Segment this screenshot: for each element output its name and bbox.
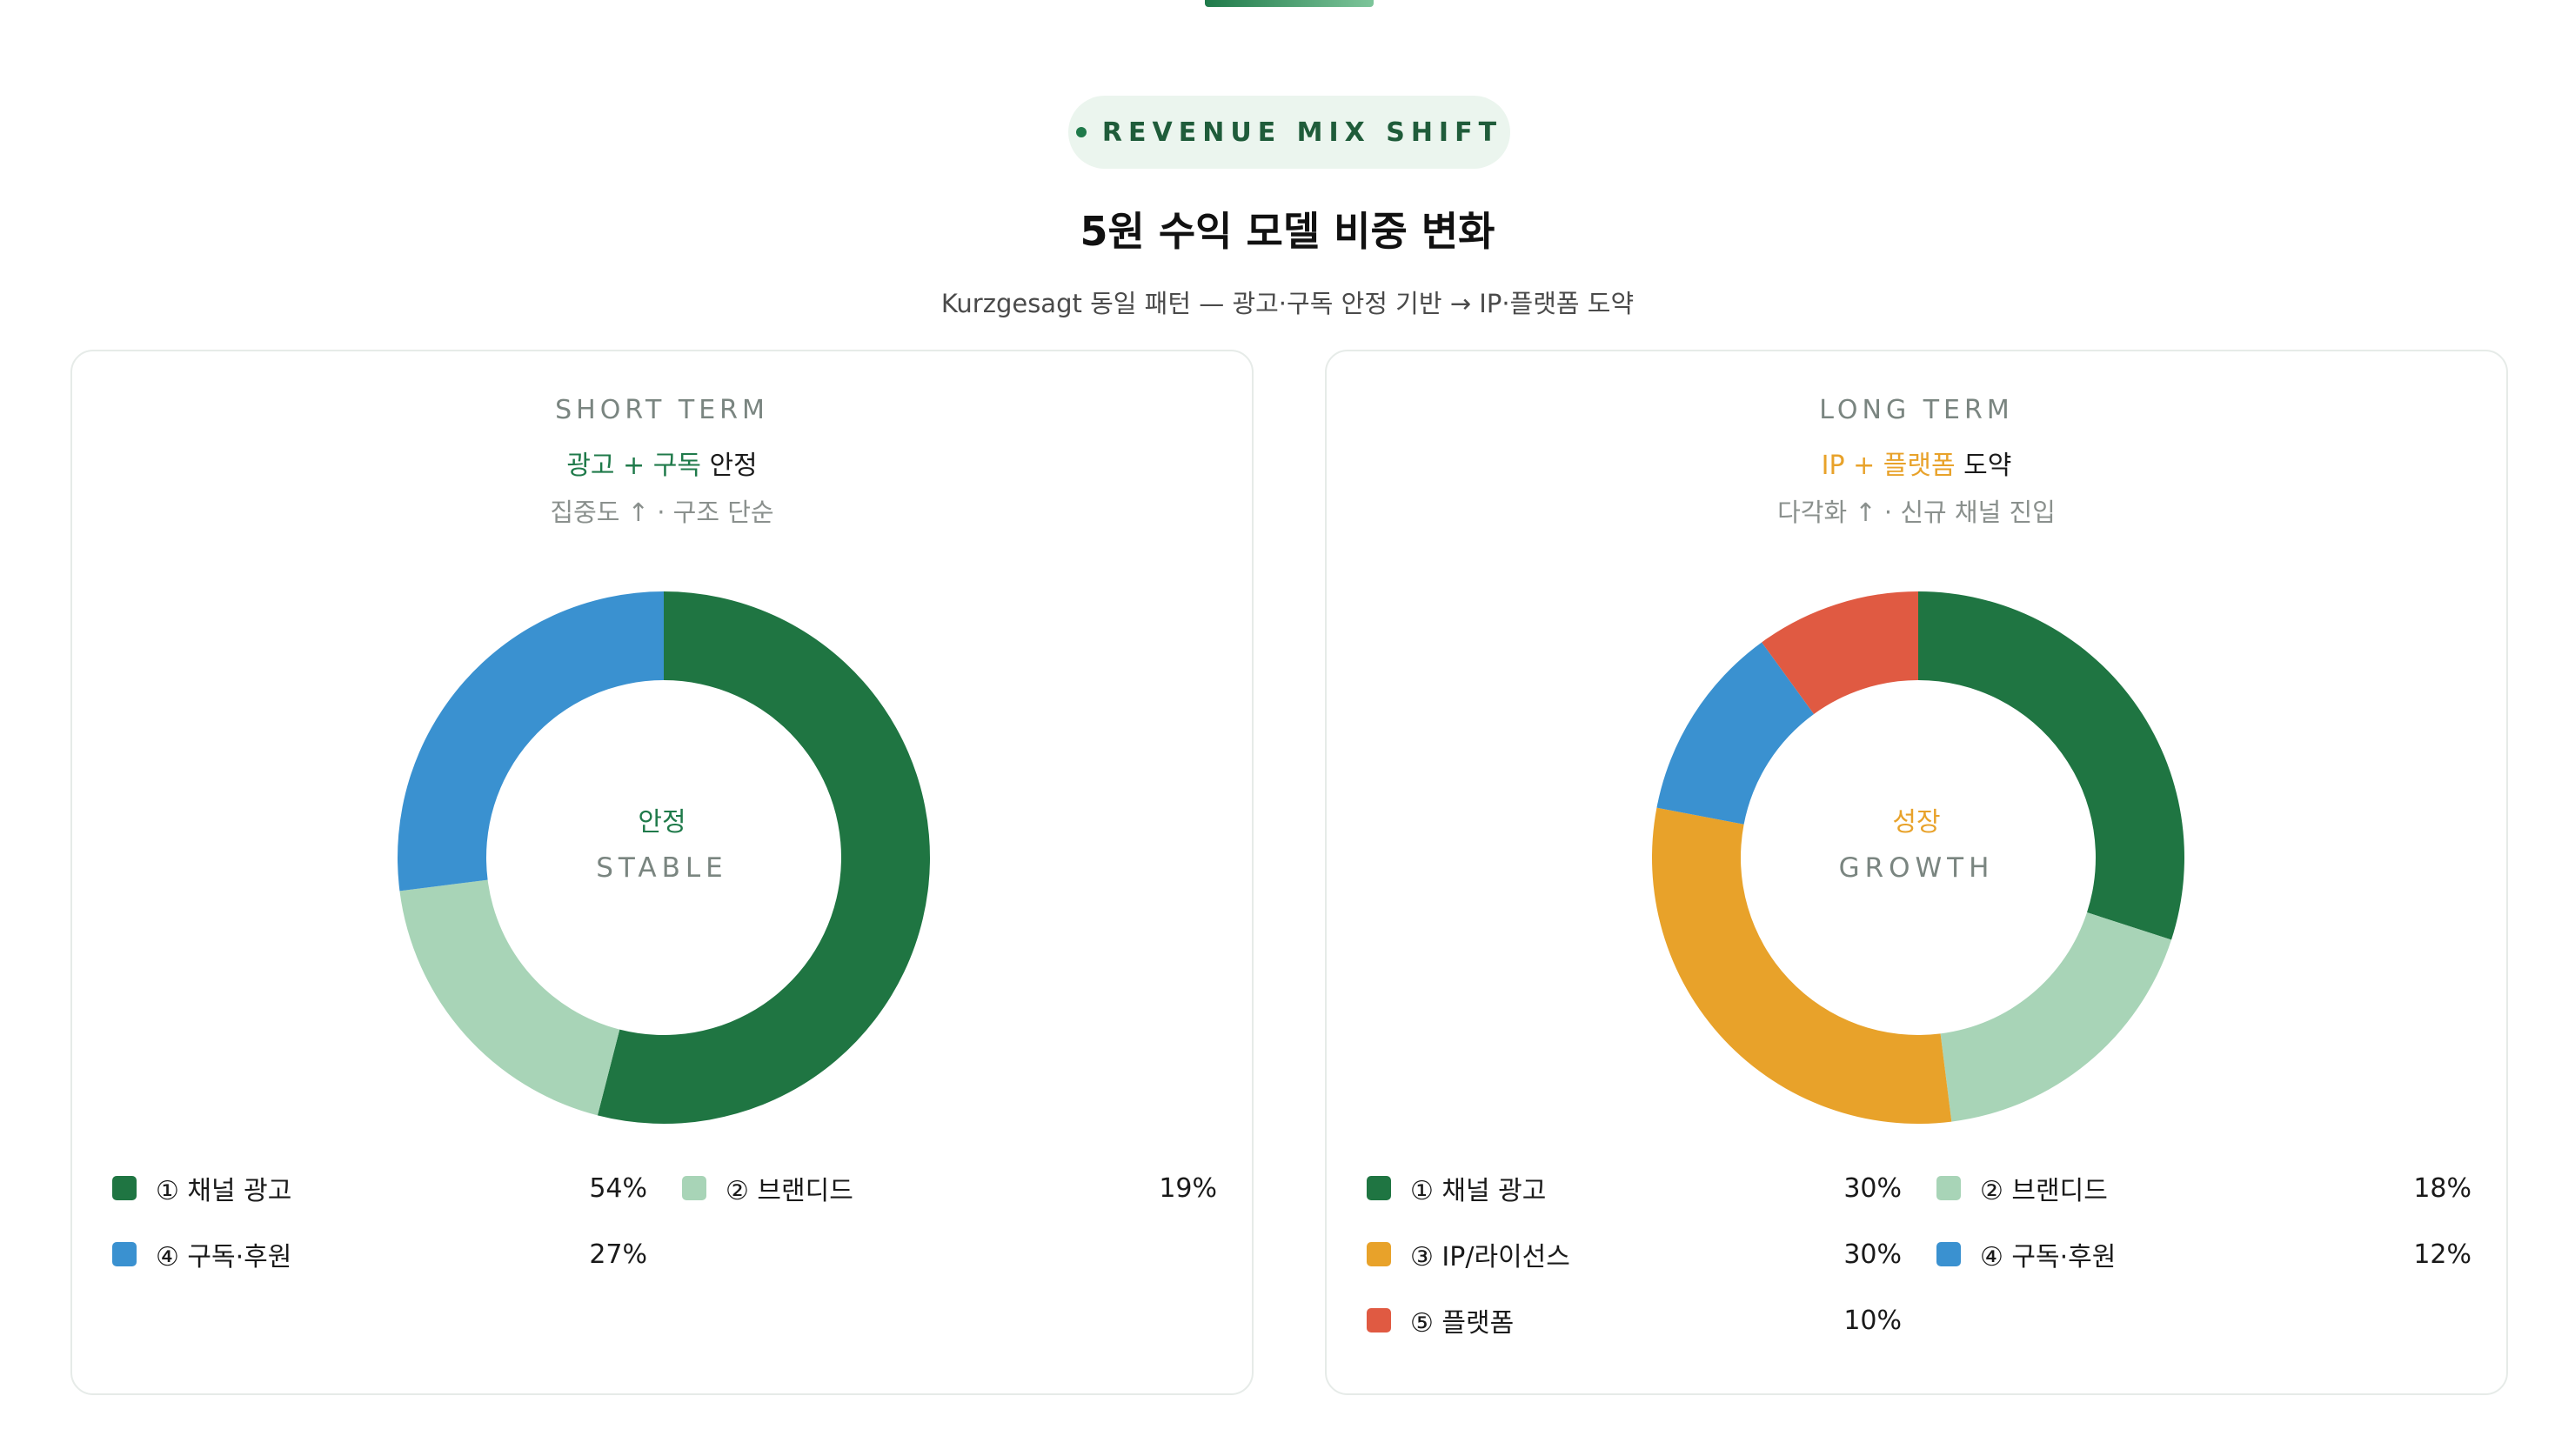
section-badge: REVENUE MIX SHIFT	[1068, 96, 1510, 169]
legend-item: ③ IP/라이선스 30%	[1367, 1235, 1902, 1273]
headline-accent: IP + 플랫폼	[1821, 451, 1956, 481]
card-term-label: LONG TERM	[1819, 395, 2014, 425]
legend-value: 19%	[1159, 1172, 1217, 1204]
card-note: 다각화 ↑ · 신규 채널 진입	[1777, 498, 2056, 527]
badge-dot-icon	[1075, 127, 1087, 137]
card-term-label: SHORT TERM	[555, 395, 769, 425]
legend-label: ④ 구독·후원	[1980, 1242, 2117, 1272]
legend-short-term: ① 채널 광고 54% ② 브랜디드 19% ④ 구독·후원 27%	[112, 1169, 1217, 1273]
legend-label: ④ 구독·후원	[156, 1242, 292, 1272]
donut-slice-5	[1762, 591, 1918, 714]
legend-item: ① 채널 광고 54%	[112, 1169, 647, 1207]
page-title: 5원 수익 모델 비중 변화	[1080, 208, 1495, 255]
headline-rest: 안정	[700, 451, 758, 481]
legend-swatch-icon	[1936, 1176, 1961, 1200]
legend-swatch-icon	[112, 1242, 137, 1266]
donut-slice-1	[597, 591, 930, 1124]
badge-label: REVENUE MIX SHIFT	[1101, 117, 1503, 148]
donut-slice-3	[398, 591, 664, 892]
legend-swatch-icon	[1367, 1308, 1391, 1332]
donut-center-word: 안정	[638, 807, 686, 838]
legend-item: ④ 구독·후원 12%	[1936, 1235, 2471, 1273]
legend-item: ④ 구독·후원 27%	[112, 1235, 647, 1273]
legend-value: 30%	[1843, 1172, 1902, 1204]
legend-value: 27%	[589, 1239, 647, 1270]
headline-rest: 도약	[1955, 451, 2012, 481]
legend-label: ③ IP/라이선스	[1410, 1242, 1570, 1272]
legend-label: ① 채널 광고	[156, 1176, 292, 1206]
legend-item: ② 브랜디드 18%	[1936, 1169, 2471, 1207]
long-term-card: LONG TERM IP + 플랫폼 도약 다각화 ↑ · 신규 채널 진입 성…	[1325, 350, 2508, 1395]
legend-swatch-icon	[1367, 1176, 1391, 1200]
headline-accent: 광고 + 구독	[566, 451, 701, 481]
page-subtitle: Kurzgesagt 동일 패턴 — 광고·구독 안정 기반 → IP·플랫폼 …	[940, 289, 1635, 318]
legend-swatch-icon	[1367, 1242, 1391, 1266]
legend-item: ⑤ 플랫폼 10%	[1367, 1301, 1902, 1339]
legend-item: ① 채널 광고 30%	[1367, 1169, 1902, 1207]
donut-slice-1	[1918, 591, 2184, 940]
legend-value: 12%	[2413, 1239, 2471, 1270]
card-headline: IP + 플랫폼 도약	[1327, 444, 2506, 482]
donut-center-english: GROWTH	[1838, 852, 1995, 884]
donut-slice-2	[1940, 912, 2172, 1122]
donut-chart-long-term	[1652, 591, 2184, 1124]
card-note: 집중도 ↑ · 구조 단순	[550, 498, 774, 527]
donut-slice-2	[399, 879, 620, 1116]
top-accent-bar	[1205, 0, 1374, 7]
donut-slice-4	[1656, 642, 1815, 825]
short-term-card: SHORT TERM 광고 + 구독 안정 집중도 ↑ · 구조 단순 안정 S…	[70, 350, 1254, 1395]
legend-value: 10%	[1843, 1305, 1902, 1336]
donut-chart-short-term	[398, 591, 930, 1124]
legend-label: ② 브랜디드	[726, 1176, 853, 1206]
card-headline: 광고 + 구독 안정	[72, 444, 1252, 482]
legend-value: 30%	[1843, 1239, 1902, 1270]
legend-value: 54%	[589, 1172, 647, 1204]
legend-swatch-icon	[682, 1176, 706, 1200]
legend-label: ⑤ 플랫폼	[1410, 1308, 1515, 1339]
legend-value: 18%	[2413, 1172, 2471, 1204]
donut-slice-3	[1652, 807, 1952, 1124]
legend-long-term: ① 채널 광고 30% ② 브랜디드 18% ③ IP/라이선스 30% ④ 구독·후원 12…	[1367, 1169, 2471, 1339]
legend-item: ② 브랜디드 19%	[682, 1169, 1217, 1207]
donut-center-word: 성장	[1892, 807, 1941, 838]
donut-center-english: STABLE	[596, 852, 728, 884]
legend-swatch-icon	[1936, 1242, 1961, 1266]
legend-label: ① 채널 광고	[1410, 1176, 1547, 1206]
legend-label: ② 브랜디드	[1980, 1176, 2108, 1206]
legend-swatch-icon	[112, 1176, 137, 1200]
